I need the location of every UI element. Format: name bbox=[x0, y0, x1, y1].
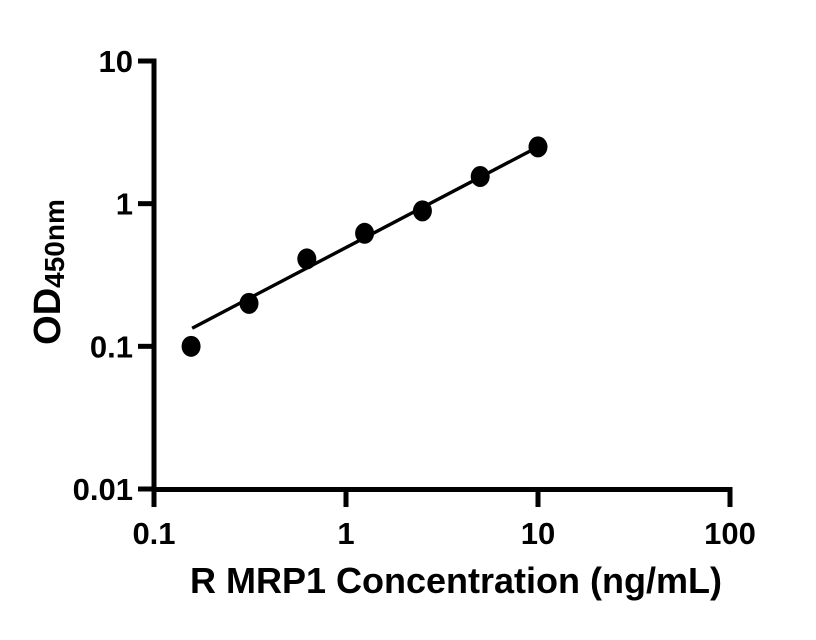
x-tick-label: 10 bbox=[521, 516, 555, 551]
y-tick-label: 1 bbox=[116, 187, 133, 222]
x-tick-label: 1 bbox=[337, 516, 354, 551]
y-tick-label: 10 bbox=[99, 44, 133, 79]
y-axis-title: OD450nm bbox=[27, 199, 70, 345]
data-point-marker bbox=[239, 292, 259, 314]
x-tick-label: 100 bbox=[704, 516, 756, 551]
x-axis-title: R MRP1 Concentration (ng/mL) bbox=[190, 560, 722, 601]
y-tick-label: 0.01 bbox=[73, 472, 133, 507]
y-axis-title-main: OD bbox=[27, 287, 69, 345]
x-tick-label: 0.1 bbox=[132, 516, 175, 551]
data-point-marker bbox=[470, 166, 490, 188]
data-point-marker bbox=[297, 248, 317, 270]
data-point-marker bbox=[355, 222, 375, 244]
data-point-marker bbox=[412, 200, 432, 222]
data-point-marker bbox=[181, 335, 201, 357]
data-point-marker bbox=[528, 136, 548, 158]
y-tick-label: 0.1 bbox=[90, 329, 133, 364]
y-axis-title-subscript: 450nm bbox=[39, 199, 70, 288]
